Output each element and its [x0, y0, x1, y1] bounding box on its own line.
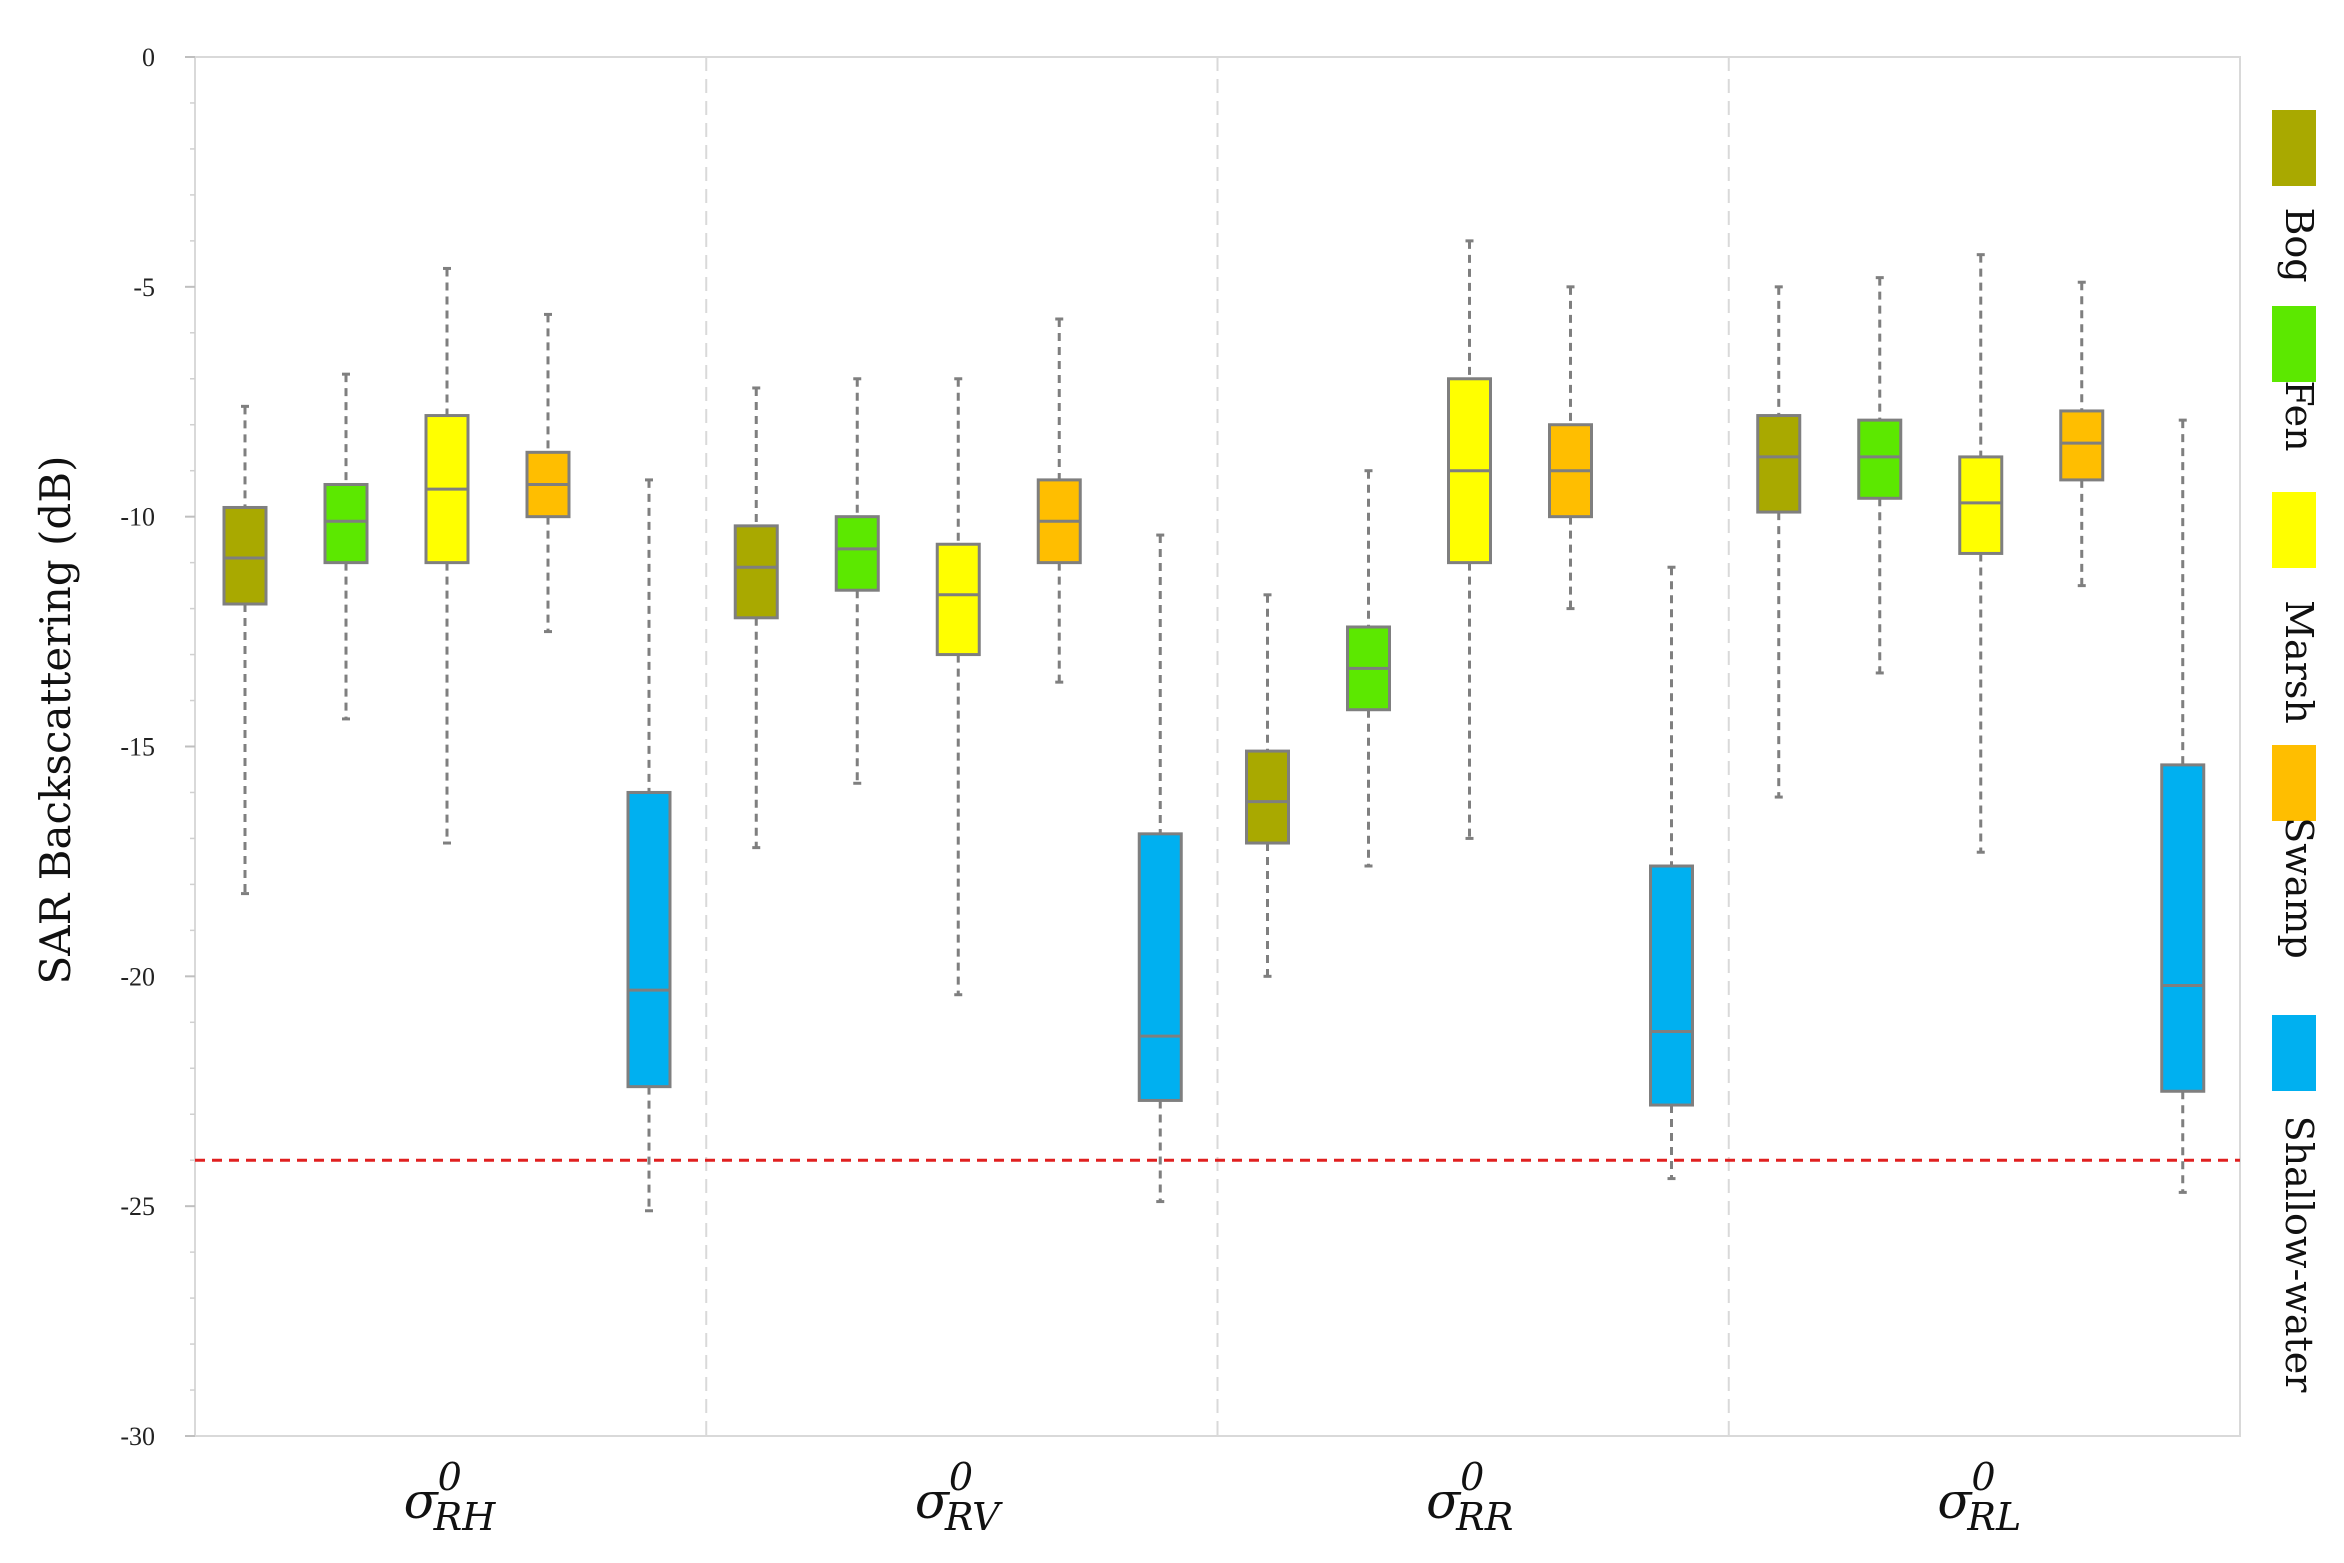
legend-label-shallow-water: Shallow-water [2277, 1116, 2321, 1394]
box-swamp-rh [525, 312, 571, 634]
box-marsh-rv [935, 377, 981, 997]
box-fen-rv [834, 377, 880, 785]
group-label-sub: RV [944, 1495, 1003, 1539]
legend-swatch-shallow-water [2272, 1015, 2316, 1091]
iqr-box [1649, 864, 1694, 1107]
box-bog-rr [1245, 593, 1290, 978]
group-label-rh: σ [404, 1472, 440, 1530]
legend-swatch-fen [2272, 306, 2316, 382]
box-fen-rr [1346, 469, 1391, 868]
group-label-sup: 0 [1971, 1455, 1995, 1499]
box-marsh-rr [1447, 239, 1492, 840]
group-label-sup: 0 [1460, 1455, 1484, 1499]
iqr-box [1857, 418, 1903, 500]
legend-swatch-swamp [2272, 745, 2316, 821]
y-tick-label: -10 [120, 503, 155, 532]
legend-label-bog: Bog [2277, 207, 2321, 282]
iqr-box [935, 542, 981, 657]
group-label-rv: σ [915, 1472, 951, 1530]
y-tick-label: 0 [142, 43, 155, 72]
box-bog-rl [1756, 285, 1802, 799]
group-separators [705, 57, 1730, 1436]
y-axis: 0 -5 -10 -15 -20 -25 -30 [120, 43, 195, 1451]
group-label-sup: 0 [949, 1455, 973, 1499]
x-axis-group-labels: σ 0RH σ 0RV σ 0RR σ 0RL [404, 1455, 2022, 1539]
legend-label-swamp: Swamp [2277, 817, 2321, 959]
legend-label-marsh: Marsh [2277, 600, 2321, 724]
box-marsh-rh [424, 266, 470, 845]
group-label-sub: RL [1966, 1495, 2021, 1539]
box-bog-rh [222, 404, 268, 896]
y-tick-label: -30 [120, 1422, 155, 1451]
box-swamp-rl [2059, 280, 2105, 588]
box-fen-rh [323, 372, 369, 721]
y-tick-label: -15 [120, 733, 155, 762]
iqr-box [1137, 832, 1183, 1102]
y-tick-label: -20 [120, 962, 155, 991]
iqr-box [222, 505, 268, 606]
group-label-sub: RR [1455, 1495, 1513, 1539]
box-bog-rv [733, 386, 779, 850]
box-series [222, 239, 2206, 1213]
legend-swatch-marsh [2272, 492, 2316, 568]
iqr-box [2059, 409, 2105, 482]
box-shallow-water-rr [1649, 565, 1694, 1181]
y-tick-label: -25 [120, 1192, 155, 1221]
iqr-box [2160, 763, 2206, 1093]
y-axis-label: SAR Backscattering (dB) [31, 456, 80, 985]
legend-swatch-bog [2272, 110, 2316, 186]
box-shallow-water-rv [1137, 533, 1183, 1204]
box-swamp-rv [1036, 317, 1082, 684]
box-swamp-rr [1548, 285, 1593, 611]
iqr-box [834, 515, 880, 592]
box-shallow-water-rl [2160, 418, 2206, 1194]
legend-label-fen: Fen [2277, 380, 2321, 451]
group-label-rr: σ [1426, 1472, 1462, 1530]
iqr-box [1756, 414, 1802, 514]
iqr-box [1958, 455, 2004, 555]
group-label-sub: RH [433, 1495, 497, 1539]
group-label-sup: 0 [438, 1455, 462, 1499]
iqr-box [733, 524, 779, 620]
group-label-rl: σ [1937, 1472, 1973, 1530]
box-fen-rl [1857, 276, 1903, 675]
iqr-box [1245, 749, 1290, 845]
y-tick-label: -5 [133, 273, 155, 302]
iqr-box [626, 790, 672, 1089]
box-shallow-water-rh [626, 478, 672, 1213]
box-marsh-rl [1958, 253, 2004, 854]
legend: Bog Fen Marsh Swamp Shallow-water [2272, 110, 2321, 1393]
iqr-box [323, 482, 369, 565]
